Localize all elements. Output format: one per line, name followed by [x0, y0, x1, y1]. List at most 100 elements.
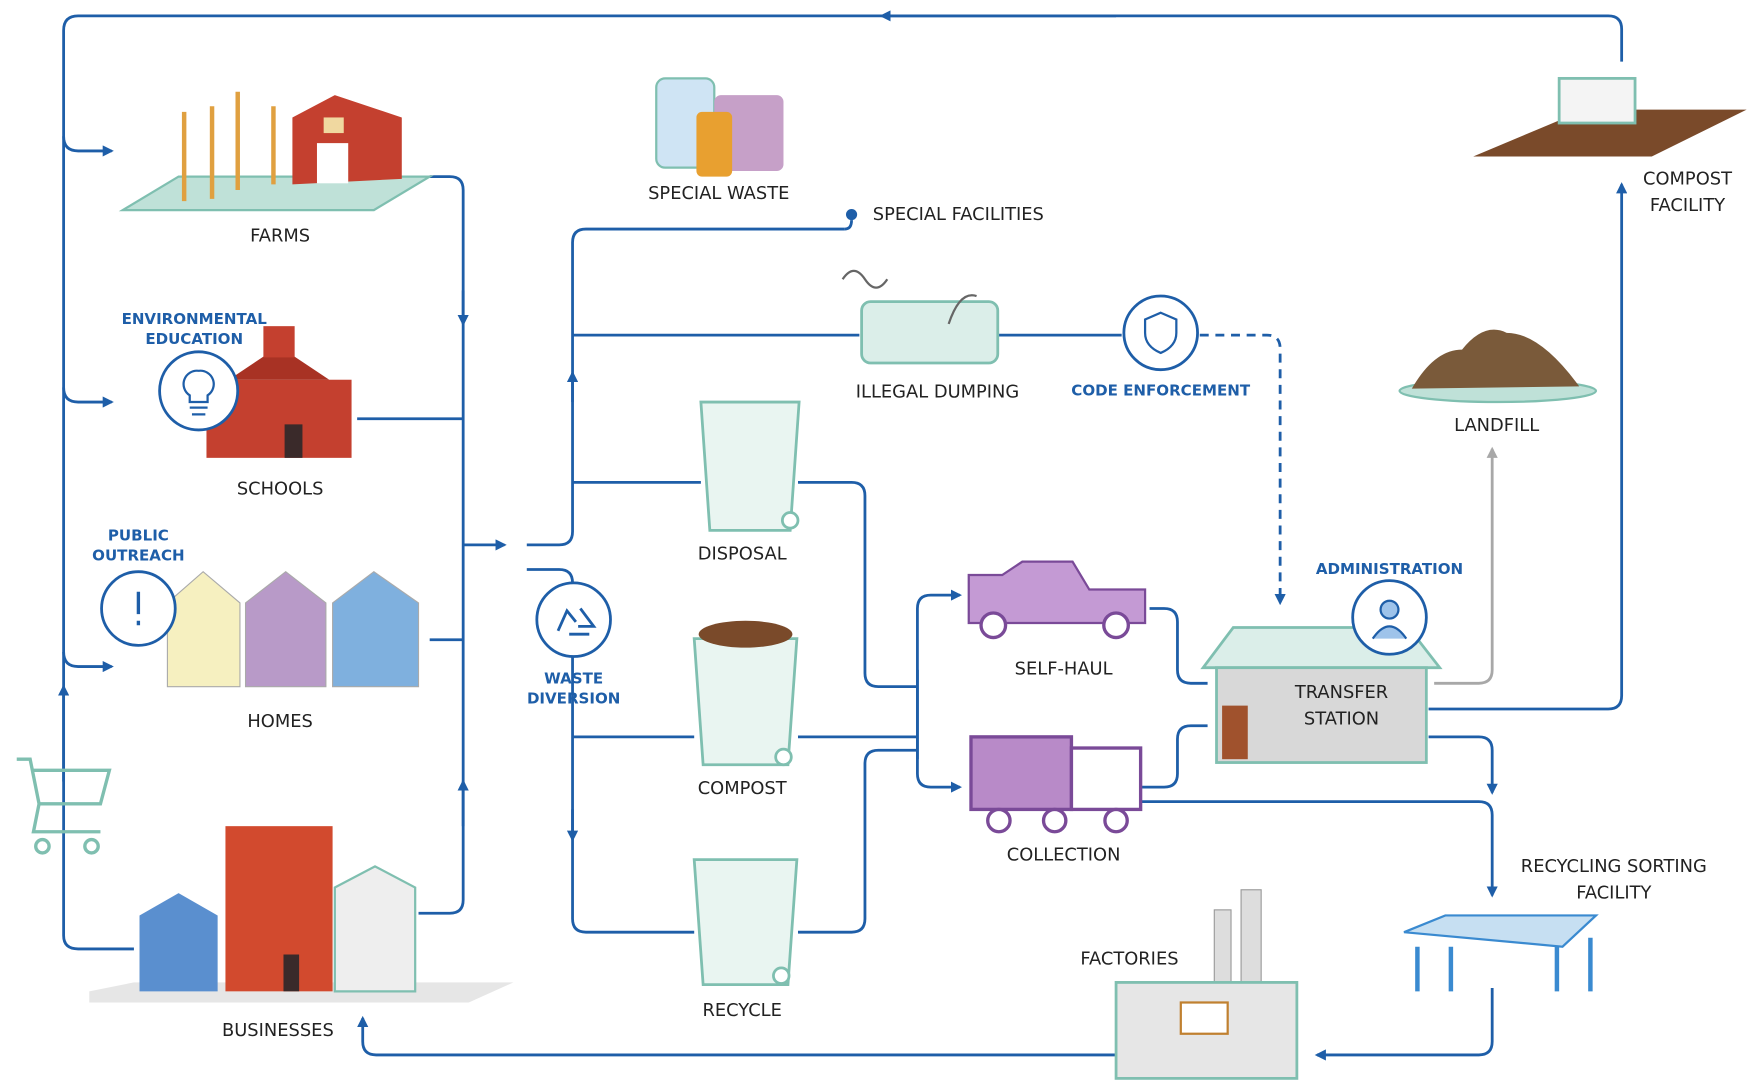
- mound: [1412, 330, 1579, 389]
- label-line: SPECIAL WASTE: [648, 183, 789, 204]
- node-label: SCHOOLS: [237, 479, 324, 500]
- sorting-facility-icon: [1404, 915, 1596, 991]
- node-label: COLLECTION: [1007, 845, 1121, 866]
- special-waste-icon: [656, 78, 783, 176]
- couch-icon: [843, 271, 998, 363]
- label-line: WASTE: [544, 669, 603, 687]
- wheel: [1105, 809, 1127, 831]
- couch: [862, 302, 998, 363]
- chimney: [1241, 890, 1261, 983]
- recycle-bin: [694, 860, 797, 985]
- wheel: [1104, 613, 1129, 638]
- building: [1559, 78, 1635, 123]
- node-label: SELF-HAUL: [1015, 658, 1113, 679]
- node-label: FARMS: [250, 225, 310, 246]
- node-label: COMPOST: [698, 778, 787, 799]
- barn-window: [324, 117, 344, 133]
- wheel: [1044, 809, 1066, 831]
- bottle: [696, 112, 732, 177]
- arrow: [64, 388, 112, 403]
- building: [335, 866, 415, 991]
- dashed-arrow: [1200, 335, 1280, 603]
- barn-door: [317, 143, 348, 183]
- node-label: ILLEGAL DUMPING: [856, 382, 1019, 403]
- bin: [701, 402, 799, 530]
- door: [285, 424, 303, 457]
- bin: [694, 639, 797, 765]
- label-line: COMPOST: [698, 778, 787, 799]
- label-line: FACTORIES: [1080, 949, 1178, 970]
- door: [283, 955, 299, 992]
- tower: [263, 326, 294, 357]
- wheel: [85, 840, 98, 853]
- flow-line: [798, 482, 917, 932]
- landfill-icon: [1400, 330, 1596, 402]
- label-line: BUSINESSES: [222, 1020, 334, 1041]
- node-label: PUBLICOUTREACH: [92, 526, 184, 564]
- flow-line: [1141, 726, 1208, 787]
- waste-diversion-icon: [537, 583, 611, 657]
- arrow: [1429, 737, 1493, 793]
- compost-facility-icon: [1473, 78, 1746, 156]
- building: [140, 893, 218, 991]
- node-label: HOMES: [247, 711, 312, 732]
- arrow: [917, 595, 959, 759]
- node-label: CODE ENFORCEMENT: [1071, 381, 1251, 399]
- arrow: [1317, 988, 1492, 1055]
- node-label: ENVIRONMENTAL EDUCATION: [122, 310, 268, 348]
- code-enforcement-icon: [1124, 296, 1198, 370]
- bin: [694, 860, 797, 985]
- label-line: STATION: [1304, 709, 1379, 730]
- node-label: LANDFILL: [1454, 415, 1539, 436]
- house: [167, 572, 240, 687]
- node-label: DISPOSAL: [698, 543, 787, 564]
- education-icon: [160, 352, 238, 430]
- label-line: ENVIRONMENTAL: [122, 310, 268, 328]
- page: FARMS ENVIRONMENTAL EDUCATION SCHOOLS PUB…: [0, 0, 1750, 1082]
- flow-line: [1150, 609, 1208, 684]
- label-line: COLLECTION: [1007, 845, 1121, 866]
- house: [246, 572, 326, 687]
- flow-line: [527, 229, 845, 545]
- door: [1222, 706, 1248, 760]
- label-line: RECYCLE: [702, 1000, 781, 1021]
- node-label: FACTORIES: [1080, 949, 1178, 970]
- arrow: [363, 1018, 1116, 1055]
- person: [1381, 601, 1399, 619]
- wheel: [776, 749, 792, 765]
- label-line: DISPOSAL: [698, 543, 787, 564]
- label-line: DIVERSION: [527, 689, 620, 707]
- homes-icon: [102, 572, 419, 687]
- arrow: [64, 652, 112, 667]
- collector-line: [419, 177, 464, 914]
- label-line: ILLEGAL DUMPING: [856, 382, 1019, 403]
- node-label: SPECIAL WASTE: [648, 183, 789, 204]
- field: [123, 177, 430, 210]
- node-label: BUSINESSES: [222, 1020, 334, 1041]
- wheel: [36, 840, 49, 853]
- label-line: SPECIAL FACILITIES: [873, 204, 1044, 225]
- farms-icon: [123, 92, 430, 210]
- arrow: [1141, 802, 1493, 896]
- node-label: ADMINISTRATION: [1316, 560, 1463, 578]
- label-line: EDUCATION: [145, 330, 243, 348]
- label-line: ADMINISTRATION: [1316, 560, 1463, 578]
- label-line: LANDFILL: [1454, 415, 1539, 436]
- truck-cab: [1071, 748, 1140, 809]
- flow-line: [845, 220, 852, 229]
- label-line: FACILITY: [1650, 195, 1725, 216]
- node-label: RECYCLE: [702, 1000, 781, 1021]
- truck-body: [971, 737, 1071, 810]
- wheel: [773, 968, 789, 984]
- transfer-station-icon: [1203, 581, 1440, 763]
- window: [1181, 1002, 1228, 1033]
- arrow: [1429, 184, 1622, 709]
- label-line: PUBLIC: [108, 526, 169, 544]
- icon-circle: [1124, 296, 1198, 370]
- label-line: FACILITY: [1576, 883, 1651, 904]
- wheel: [988, 809, 1010, 831]
- chimney: [1214, 910, 1231, 983]
- waste-diagram: FARMS ENVIRONMENTAL EDUCATION SCHOOLS PUB…: [0, 0, 1750, 1082]
